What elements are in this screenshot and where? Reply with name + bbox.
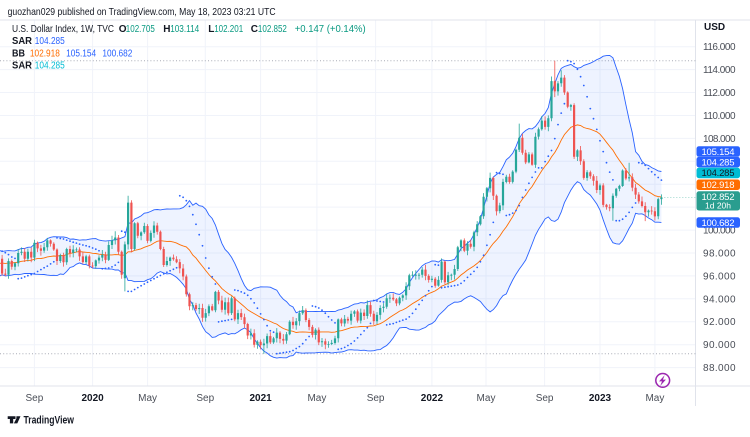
svg-text:90.000: 90.000 [703, 340, 736, 351]
svg-text:guozhan029 published on Tradin: guozhan029 published on TradingView.com,… [8, 6, 276, 18]
svg-text:114.000: 114.000 [703, 65, 736, 76]
svg-text:105.154: 105.154 [66, 48, 96, 59]
svg-text:88.000: 88.000 [703, 363, 736, 374]
svg-text:100.682: 100.682 [702, 218, 735, 229]
svg-text:Sep: Sep [26, 393, 44, 404]
svg-text:C: C [251, 24, 258, 35]
svg-text:100.000: 100.000 [703, 226, 736, 237]
svg-text:92.000: 92.000 [703, 317, 736, 328]
svg-text:102.918: 102.918 [702, 180, 735, 191]
svg-text:104.285: 104.285 [702, 158, 735, 169]
svg-text:2023: 2023 [589, 393, 612, 404]
svg-text:SAR: SAR [12, 36, 33, 47]
svg-text:O: O [119, 24, 127, 35]
svg-text:May: May [307, 393, 326, 404]
svg-text:BB: BB [12, 48, 25, 59]
svg-text:105.154: 105.154 [702, 147, 735, 158]
svg-text:+0.147 (+0.14%): +0.147 (+0.14%) [295, 24, 366, 35]
svg-text:2022: 2022 [421, 393, 444, 404]
svg-text:102.918: 102.918 [30, 48, 60, 59]
svg-text:USD: USD [704, 22, 725, 33]
svg-text:Sep: Sep [367, 393, 385, 404]
svg-text:98.000: 98.000 [703, 249, 736, 260]
svg-text:Sep: Sep [196, 393, 214, 404]
svg-text:2020: 2020 [81, 393, 104, 404]
svg-text:104.285: 104.285 [35, 36, 65, 47]
svg-text:100.682: 100.682 [102, 48, 132, 59]
svg-text:104.285: 104.285 [702, 168, 735, 179]
svg-text:102.852: 102.852 [258, 24, 287, 35]
svg-text:1d 20h: 1d 20h [705, 201, 731, 211]
svg-text:H: H [163, 24, 170, 35]
svg-text:103.114: 103.114 [170, 24, 199, 35]
svg-text:110.000: 110.000 [703, 111, 736, 122]
svg-text:102.201: 102.201 [214, 24, 243, 35]
svg-text:May: May [645, 393, 664, 404]
svg-text:SAR: SAR [12, 61, 33, 72]
svg-text:Sep: Sep [536, 393, 554, 404]
svg-text:94.000: 94.000 [703, 294, 736, 305]
svg-text:May: May [138, 393, 157, 404]
svg-text:L: L [208, 24, 214, 35]
svg-text:May: May [477, 393, 496, 404]
svg-text:102.705: 102.705 [126, 24, 155, 35]
svg-text:2021: 2021 [249, 393, 272, 404]
svg-text:TradingView: TradingView [24, 414, 75, 426]
svg-text:104.285: 104.285 [35, 61, 65, 72]
svg-text:96.000: 96.000 [703, 271, 736, 282]
svg-text:116.000: 116.000 [703, 42, 736, 53]
svg-text:102.852: 102.852 [702, 192, 735, 203]
svg-text:112.000: 112.000 [703, 88, 736, 99]
svg-text:108.000: 108.000 [703, 134, 736, 145]
svg-text:U.S. Dollar Index, 1W, TVC: U.S. Dollar Index, 1W, TVC [12, 24, 114, 35]
